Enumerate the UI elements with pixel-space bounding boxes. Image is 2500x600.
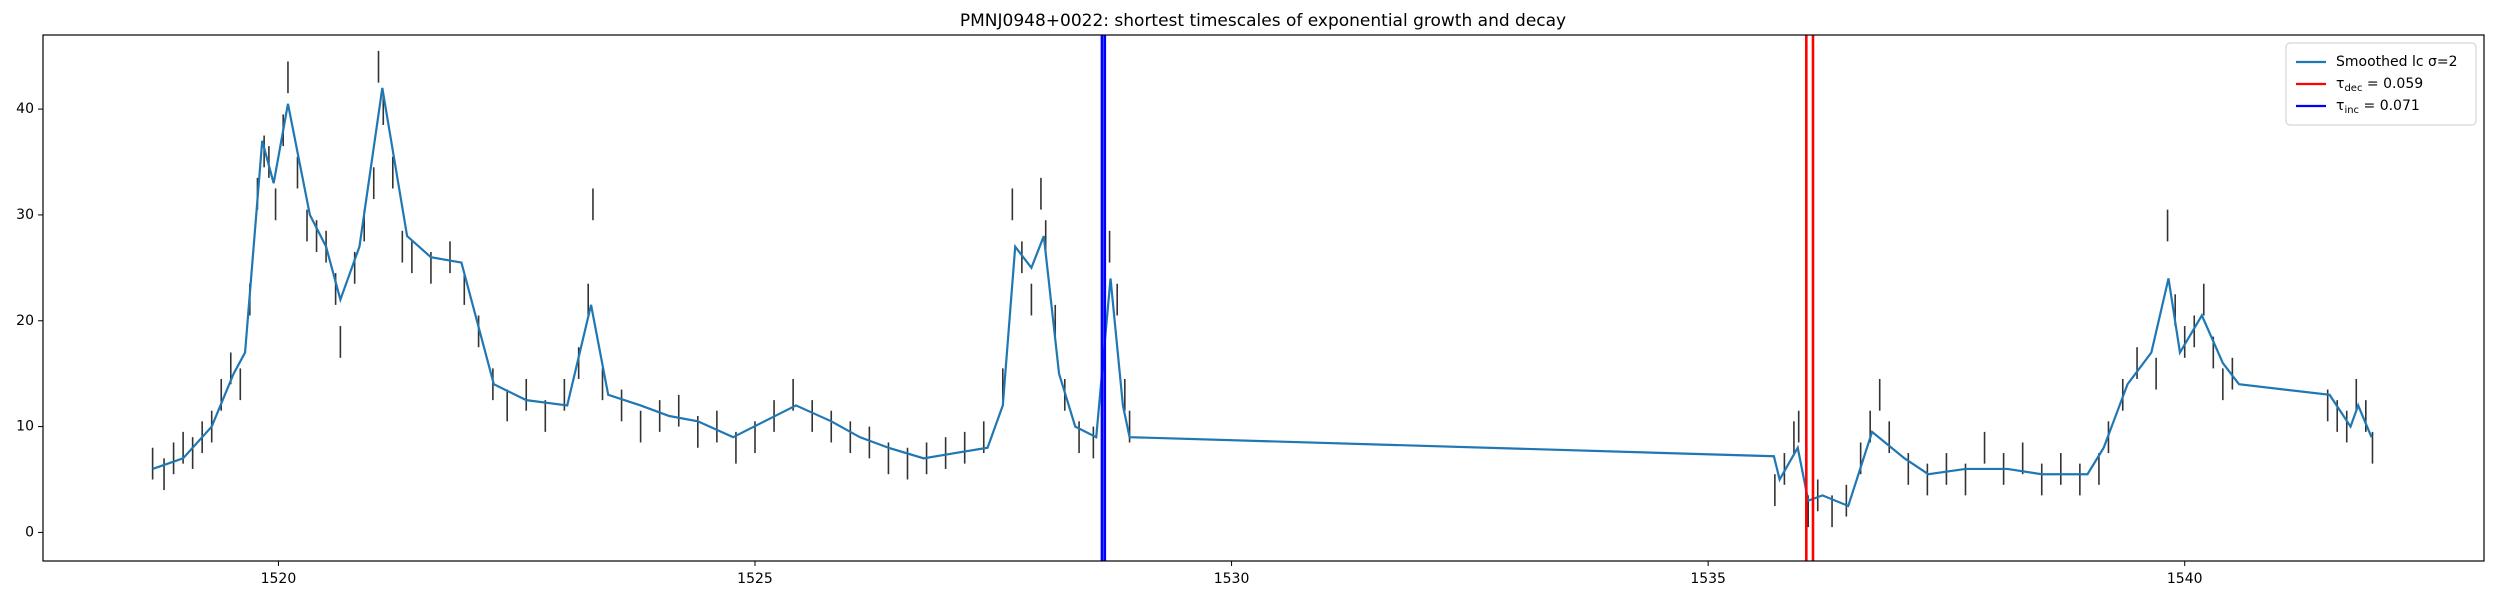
legend-label: Smoothed lc σ=2 xyxy=(2336,54,2458,70)
legend-value: = 0.071 xyxy=(2359,98,2420,114)
y-tick-label: 40 xyxy=(16,101,34,117)
legend-box xyxy=(2285,42,2477,126)
chart-title: PMNJ0948+0022: shortest timescales of ex… xyxy=(960,11,1566,31)
x-tick-label: 1525 xyxy=(737,571,773,587)
legend-symbol: τ xyxy=(2336,98,2344,114)
x-tick-label: 1535 xyxy=(1690,571,1726,587)
plot-area xyxy=(151,35,2374,561)
legend-label: τdec = 0.059 xyxy=(2336,76,2423,94)
y-tick-label: 10 xyxy=(16,419,34,435)
x-tick-label: 1530 xyxy=(1214,571,1250,587)
legend-label: τinc = 0.071 xyxy=(2336,98,2420,116)
legend-value: = 0.059 xyxy=(2362,76,2423,92)
x-tick-label: 1540 xyxy=(2167,571,2203,587)
y-tick-label: 0 xyxy=(25,524,34,540)
x-tick-label: 1520 xyxy=(261,571,297,587)
legend-symbol: τ xyxy=(2336,76,2344,92)
axes-frame xyxy=(42,34,2485,562)
legend-subscript: dec xyxy=(2344,83,2362,94)
legend-subscript: inc xyxy=(2344,105,2359,116)
y-tick-label: 30 xyxy=(16,207,34,223)
smoothed-line xyxy=(152,87,2373,508)
y-tick-label: 20 xyxy=(16,313,34,329)
